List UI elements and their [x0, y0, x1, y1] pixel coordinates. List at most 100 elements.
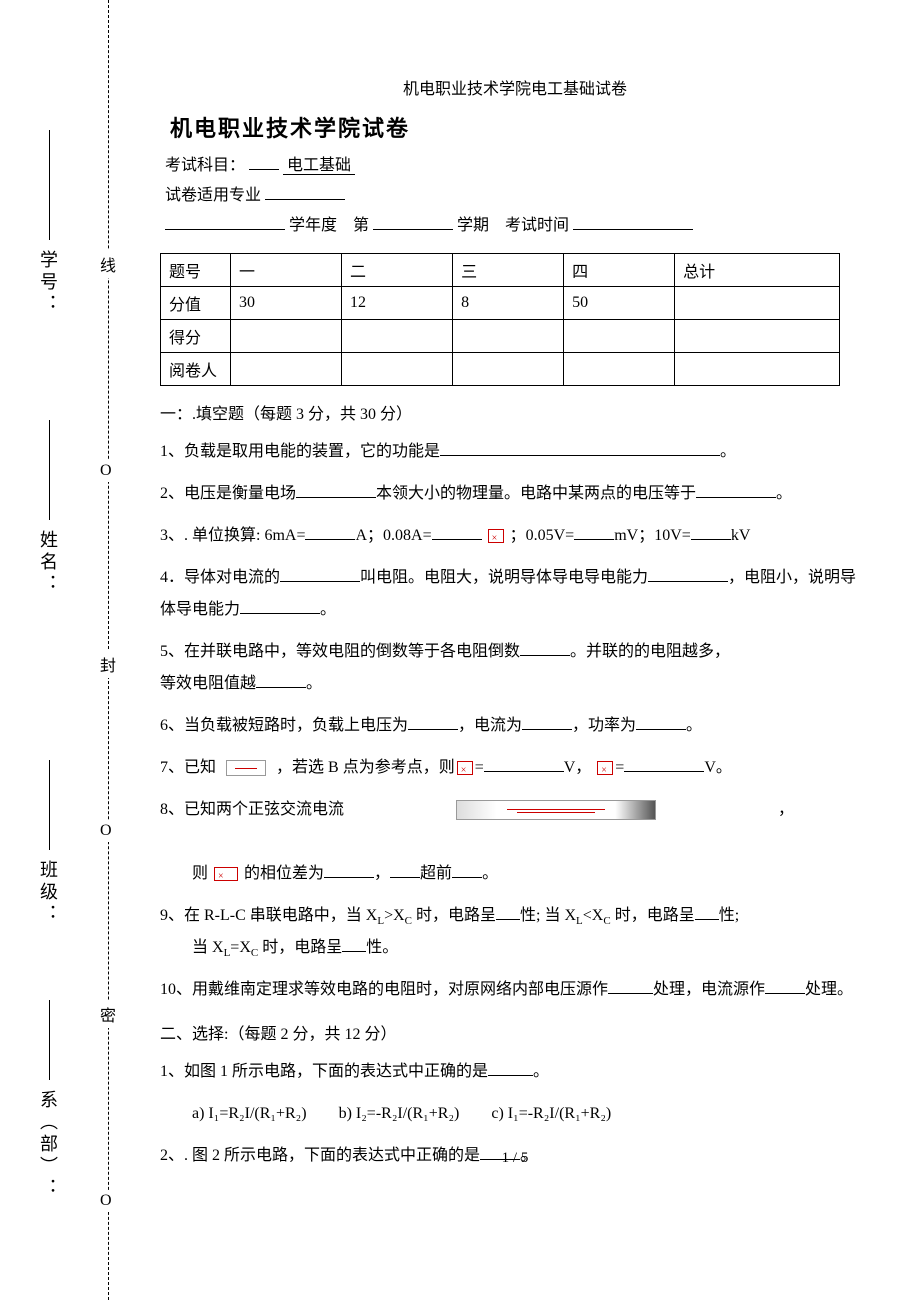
- binding-o-2: O: [100, 820, 112, 842]
- section2-title: 二、选择:（每题 2 分，共 12 分）: [160, 1020, 870, 1044]
- table-header-row: 题号 一 二 三 四 总计: [161, 254, 840, 287]
- q4-blank1: [280, 566, 360, 582]
- q9gt: >X: [384, 907, 405, 924]
- page-number: 1 / 5: [160, 1150, 870, 1167]
- q9-blank3: [342, 936, 366, 952]
- q6a: 6、当负载被短路时，负载上电压为: [160, 717, 408, 734]
- row-label: 得分: [161, 320, 231, 353]
- q7d: V，: [564, 759, 592, 776]
- q3-blank4: [691, 524, 731, 540]
- q5: 5、在并联电路中，等效电阻的倒数等于各电阻倒数。并联的的电阻越多， 等效电阻值越…: [160, 636, 870, 700]
- s2q1-text: 1、如图 1 所示电路，下面的表达式中正确的是: [160, 1063, 488, 1080]
- q3a: 3、. 单位换算: 6mA=: [160, 527, 305, 544]
- binding-o-1: O: [100, 1190, 112, 1212]
- cell: [675, 353, 840, 386]
- s2q1-options: a) I₁=R₂I/(R₁+R₂) b) I₂=-R₂I/(R₁+R₂) c) …: [192, 1098, 870, 1130]
- q10a: 10、用戴维南定理求等效电路的电阻时，对原网络内部电压源作: [160, 981, 608, 998]
- broken-image-icon: [488, 529, 504, 543]
- q8d: ，: [374, 865, 390, 882]
- subject-line: 考试科目： 电工基础: [165, 151, 870, 175]
- seal-char-feng: 封: [100, 650, 116, 678]
- class-line: [49, 760, 50, 850]
- q2-blank2: [696, 482, 776, 498]
- q10: 10、用戴维南定理求等效电路的电阻时，对原网络内部电压源作处理，电流源作处理。: [160, 974, 870, 1006]
- q9e: 性;: [719, 907, 739, 924]
- cell: [453, 320, 564, 353]
- q10-blank2: [765, 978, 805, 994]
- q7e: =: [615, 759, 624, 776]
- q7b: ，若选 B 点为参考点，则: [276, 759, 455, 776]
- q9f: 当 X: [192, 939, 224, 956]
- s2q1-end: 。: [533, 1063, 549, 1080]
- cell: 8: [453, 287, 564, 320]
- q3-blank3: [574, 524, 614, 540]
- q8a: 8、已知两个正弦交流电流: [160, 801, 344, 818]
- cell: [231, 353, 342, 386]
- q1-text: 1、负载是取用电能的装置，它的功能是: [160, 443, 440, 460]
- cell: [564, 320, 675, 353]
- term-prefix: 第: [353, 217, 369, 234]
- q6b: ，电流为: [458, 717, 522, 734]
- q7a: 7、已知: [160, 759, 216, 776]
- dept-line: [49, 1000, 50, 1080]
- grader-row: 阅卷人: [161, 353, 840, 386]
- subject-value: 电工基础: [283, 157, 355, 175]
- row-label: 阅卷人: [161, 353, 231, 386]
- cell: [342, 353, 453, 386]
- score-row: 得分: [161, 320, 840, 353]
- q4b: 叫电阻。电阻大，说明导体导电导电能力: [360, 569, 648, 586]
- q9eq: =X: [230, 939, 251, 956]
- q7-blank1: [484, 756, 564, 772]
- q4-blank2: [648, 566, 728, 582]
- section1-title: 一：.填空题（每题 3 分，共 30 分）: [160, 400, 870, 424]
- q9g: 时，电路呈: [258, 939, 342, 956]
- term-blank: [373, 214, 453, 230]
- subject-blank-pre: [249, 154, 279, 170]
- q3: 3、. 单位换算: 6mA=A；0.08A= ；0.05V=mV；10V=kV: [160, 520, 870, 552]
- q4-end: 。: [320, 601, 336, 618]
- q8b: 则: [192, 865, 208, 882]
- q9h: 性。: [366, 939, 398, 956]
- year-line: 学年度 第 学期 考试时间: [165, 211, 870, 235]
- q3d: mV；10V=: [614, 527, 691, 544]
- q6-blank1: [408, 714, 458, 730]
- points-row: 分值 30 12 8 50: [161, 287, 840, 320]
- q8-comma: ，: [778, 801, 794, 818]
- cell: [231, 320, 342, 353]
- broken-image-icon: [214, 867, 238, 881]
- subject-label: 考试科目：: [165, 157, 245, 174]
- q9d: 时，电路呈: [611, 907, 695, 924]
- q4: 4．导体对电流的叫电阻。电阻大，说明导体导电导电能力，电阻小，说明导体导电能力。: [160, 562, 870, 626]
- cell: [675, 287, 840, 320]
- q1: 1、负载是取用电能的装置，它的功能是。: [160, 436, 870, 468]
- q3e: kV: [731, 527, 751, 544]
- q2a: 2、电压是衡量电场: [160, 485, 296, 502]
- id-line: [49, 130, 50, 240]
- q6: 6、当负载被短路时，负载上电压为，电流为，功率为。: [160, 710, 870, 742]
- q8-blank1: [324, 862, 374, 878]
- q9b: 时，电路呈: [412, 907, 496, 924]
- q6-end: 。: [686, 717, 702, 734]
- col-2: 二: [342, 254, 453, 287]
- q2-end: 。: [776, 485, 792, 502]
- cell: [564, 353, 675, 386]
- broken-image-icon: [226, 760, 266, 776]
- score-table: 题号 一 二 三 四 总计 分值 30 12 8 50 得分 阅卷人: [160, 253, 840, 386]
- seal-char-mi: 密: [100, 1000, 116, 1028]
- q7-blank2: [624, 756, 704, 772]
- q4a: 4．导体对电流的: [160, 569, 280, 586]
- major-label: 试卷适用专业: [165, 187, 261, 204]
- opt-c: c) I₁=-R₂I/(R₁+R₂): [491, 1105, 611, 1122]
- running-title: 机电职业技术学院电工基础试卷: [160, 75, 870, 99]
- s2q1-blank: [488, 1060, 533, 1076]
- q8-blank2: [390, 862, 420, 878]
- q9a: 9、在 R-L-C 串联电路中，当 X: [160, 907, 377, 924]
- dept-label: 系（部）：: [35, 1090, 61, 1200]
- cell: [675, 320, 840, 353]
- col-4: 四: [564, 254, 675, 287]
- year-label: 学年度: [289, 217, 337, 234]
- name-label: 姓名：: [35, 530, 61, 596]
- q5b: 。并联的的电阻越多，: [570, 643, 730, 660]
- q1-blank: [440, 440, 720, 456]
- col-1: 一: [231, 254, 342, 287]
